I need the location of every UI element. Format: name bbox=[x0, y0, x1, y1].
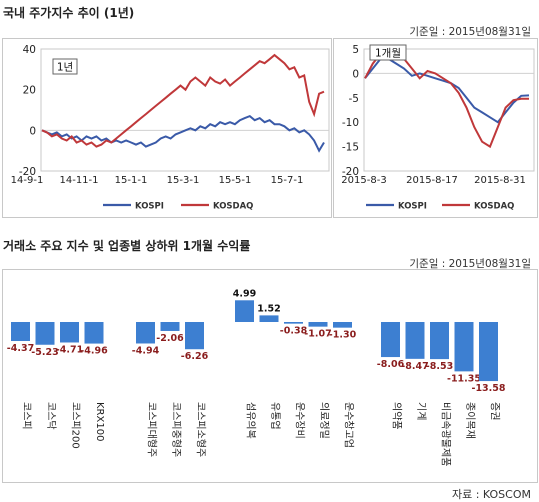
bar bbox=[284, 322, 303, 324]
section2-title: 거래소 주요 지수 및 업종별 상하위 1개월 수익률 bbox=[3, 239, 251, 253]
bar-category-label: 코스피 bbox=[21, 402, 33, 430]
bar-category-label: 증권 bbox=[489, 402, 501, 420]
bar-value-label: -4.96 bbox=[80, 346, 108, 357]
bar-value-label: -13.58 bbox=[472, 383, 506, 394]
y-tick-label: 5 bbox=[352, 44, 359, 56]
bar bbox=[136, 322, 155, 344]
y-tick-label: 0 bbox=[352, 68, 359, 80]
x-tick-label: 2015-8-3 bbox=[341, 175, 386, 186]
bar bbox=[381, 322, 400, 358]
x-tick-label: 15-7-1 bbox=[271, 175, 304, 186]
bar-value-label: -1.30 bbox=[329, 330, 357, 341]
bar bbox=[185, 322, 204, 350]
x-tick-label: 2015-8-31 bbox=[474, 175, 526, 186]
bar bbox=[333, 322, 352, 328]
bar-category-label: 섬유의복 bbox=[245, 402, 257, 439]
period-tag: 1개월 bbox=[375, 48, 401, 60]
x-tick-label: 15-3-1 bbox=[167, 175, 200, 186]
plot-frame bbox=[363, 48, 535, 172]
plot-frame bbox=[40, 48, 330, 172]
y-tick-label: -20 bbox=[19, 166, 36, 178]
bar-value-label: 1.52 bbox=[257, 303, 280, 314]
bar-category-label: 기계 bbox=[415, 402, 427, 420]
bar-category-label: 의약품 bbox=[391, 402, 403, 430]
x-tick-label: 15-5-1 bbox=[219, 175, 252, 186]
bar-value-label: -5.23 bbox=[31, 347, 58, 358]
bar bbox=[405, 322, 425, 359]
bar-value-label: -4.71 bbox=[56, 344, 83, 355]
series-line-kospi bbox=[41, 114, 325, 153]
bar-category-label: 코스닥 bbox=[45, 402, 57, 430]
bar-category-label: 유통업 bbox=[269, 402, 282, 430]
legend-label-kospi: KOSPI bbox=[398, 202, 427, 212]
bar-value-label: -8.53 bbox=[426, 361, 453, 372]
bar-value-label: -4.37 bbox=[7, 343, 34, 354]
bar-value-label: -8.47 bbox=[401, 361, 428, 372]
bar-chart-panel: -4.37 코스피 -5.23 코스닥 -4.71 코스피200 -4.96 KRX100 -4… bbox=[2, 269, 538, 483]
bar bbox=[160, 322, 180, 331]
y-tick-label: 20 bbox=[23, 85, 36, 97]
legend-label-kosdaq: KOSDAQ bbox=[474, 202, 514, 212]
bar-category-label: KRX100 bbox=[94, 402, 105, 441]
x-tick-label: 14-9-1 bbox=[11, 175, 44, 186]
bar-category-label: 의료정밀 bbox=[318, 402, 330, 439]
bar bbox=[235, 300, 254, 322]
chart-1y-panel: 40 20 0 -20 14-9-1 14-11-1 15-1-1 15-3-1 15-5-1 1… bbox=[2, 38, 332, 218]
x-tick-label: 14-11-1 bbox=[59, 175, 98, 186]
source-note: 자료 : KOSCOM bbox=[451, 488, 531, 501]
y-tick-label: -15 bbox=[342, 142, 359, 154]
bar-category-label: 코스피중형주 bbox=[170, 402, 182, 457]
bar-category-label: 코스피200 bbox=[70, 402, 82, 449]
bar bbox=[479, 322, 498, 382]
legend-label-kosdaq: KOSDAQ bbox=[213, 202, 253, 212]
bar-category-label: 운수창고업 bbox=[343, 402, 356, 448]
y-tick-label: -5 bbox=[349, 93, 359, 105]
bar bbox=[11, 322, 30, 342]
bar bbox=[35, 322, 55, 345]
bar-value-label: -0.38 bbox=[280, 326, 308, 337]
bar bbox=[430, 322, 449, 360]
bar-value-label: -2.06 bbox=[156, 333, 184, 344]
bar bbox=[259, 315, 279, 322]
chart-1m-panel: 5 0 -5 -10 -15 -20 2015-8-3 2015-8-17 2015-8-31 K… bbox=[333, 38, 538, 218]
bar-category-label: 운수장비 bbox=[294, 402, 306, 439]
x-tick-label: 2015-8-17 bbox=[406, 175, 458, 186]
bar bbox=[308, 322, 328, 327]
bar-value-label: -8.06 bbox=[377, 359, 405, 370]
bar-chart: -4.37 코스피 -5.23 코스닥 -4.71 코스피200 -4.96 KRX100 -4… bbox=[7, 288, 506, 466]
y-tick-label: -10 bbox=[342, 117, 359, 129]
period-tag-box bbox=[52, 58, 78, 75]
section1-basis-date: 기준일 : 2015년08월31일 bbox=[409, 26, 531, 38]
bar-category-label: 코스피소형주 bbox=[195, 402, 207, 457]
y-tick-label: 0 bbox=[29, 125, 36, 137]
bar-category-label: 비금속광물제품 bbox=[440, 402, 452, 466]
series-line-kosdaq bbox=[41, 53, 325, 148]
bar-category-label: 코스피대형주 bbox=[146, 402, 158, 457]
bar bbox=[454, 322, 474, 372]
bar-value-label: 4.99 bbox=[233, 288, 256, 299]
section2-basis-date: 기준일 : 2015년08월31일 bbox=[409, 258, 531, 270]
bar bbox=[60, 322, 79, 343]
period-tag: 1년 bbox=[57, 62, 73, 74]
y-tick-label: -20 bbox=[342, 166, 359, 178]
y-tick-label: 40 bbox=[23, 44, 36, 56]
section1-title: 국내 주가지수 추이 (1년) bbox=[3, 6, 135, 20]
series-line-kosdaq bbox=[364, 47, 529, 149]
bar-value-label: -11.35 bbox=[447, 373, 481, 384]
period-tag-box bbox=[369, 44, 407, 61]
x-tick-label: 15-1-1 bbox=[115, 175, 148, 186]
legend-label-kospi: KOSPI bbox=[135, 202, 164, 212]
bar-value-label: -6.26 bbox=[181, 351, 209, 362]
bar-category-label: 종이목재 bbox=[464, 402, 476, 439]
bar-value-label: -4.94 bbox=[132, 345, 160, 356]
bar-value-label: -1.07 bbox=[304, 329, 331, 340]
bar bbox=[84, 322, 104, 344]
